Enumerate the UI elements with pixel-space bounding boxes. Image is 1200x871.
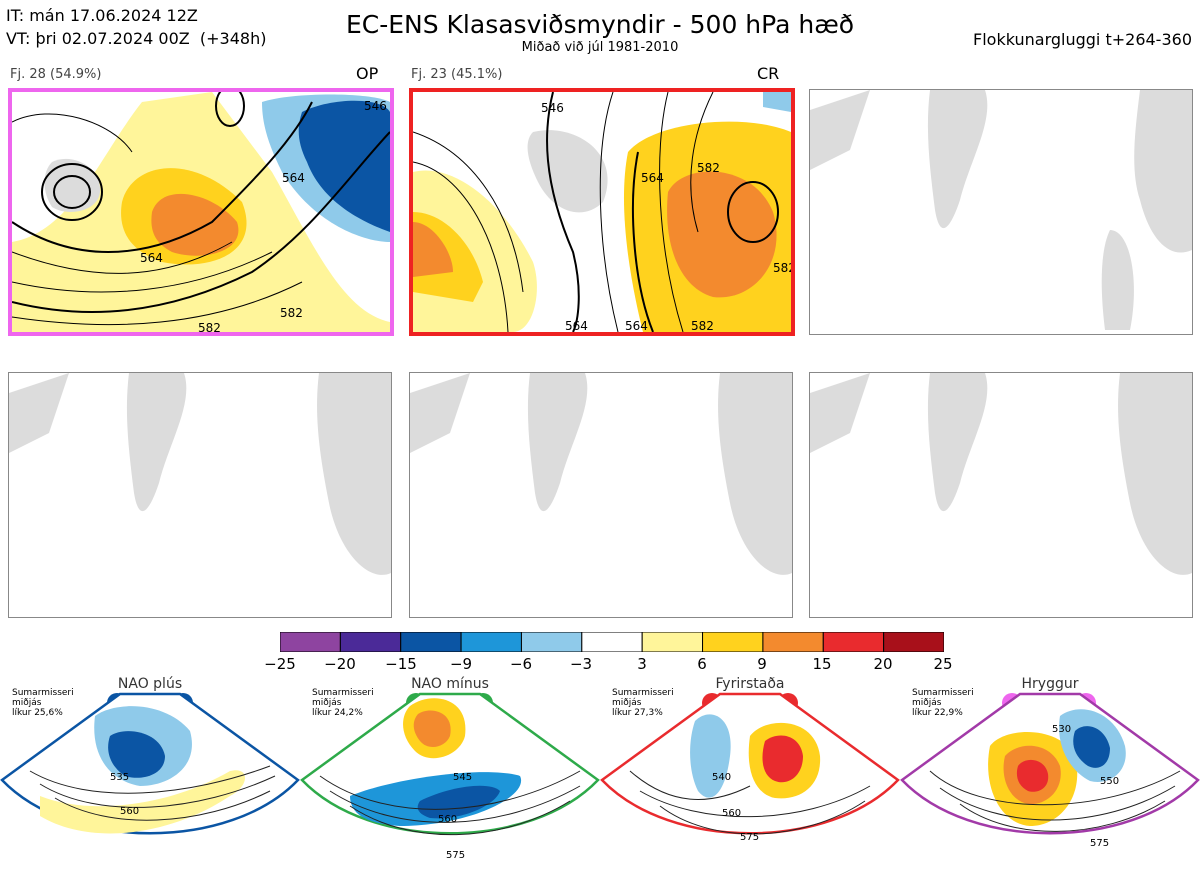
svg-text:564: 564 [565, 319, 588, 332]
cluster1-tag: OP [356, 64, 379, 83]
svg-text:564: 564 [641, 171, 664, 185]
colorbar-segment [822, 632, 885, 652]
cluster2-map: 546 564 564 564 582 582 582 [409, 88, 795, 336]
regime-name: Fyrirstaða [715, 676, 785, 692]
initial-time: IT: mán 17.06.2024 12Z [6, 6, 198, 25]
anomaly-colorbar [280, 632, 944, 652]
colorbar-tick: −3 [569, 655, 593, 673]
regime-note: Sumarmisseri miðjás líkur 25,6% [12, 688, 74, 718]
empty-map-5 [409, 372, 793, 618]
svg-text:575: 575 [740, 832, 759, 843]
colorbar-segment [460, 632, 522, 652]
regime-name: NAO plús [117, 676, 183, 692]
svg-text:564: 564 [625, 319, 648, 332]
svg-text:546: 546 [541, 101, 564, 115]
regime-ridge: 530 550 575 Hryggur Sumarmisseri miðjás líku… [900, 676, 1200, 871]
regime-name: NAO mínus [411, 676, 489, 692]
cluster2-map-svg: 546 564 564 564 582 582 582 [413, 92, 791, 332]
empty-map-6 [809, 372, 1193, 618]
cluster2-tag: CR [757, 64, 780, 83]
cluster1-contour-564: 564 [140, 251, 163, 265]
colorbar-tick: −15 [385, 655, 417, 673]
svg-text:575: 575 [1090, 838, 1109, 849]
header-times: IT: mán 17.06.2024 12Z VT: þri 02.07.202… [6, 4, 266, 50]
colorbar-segment [280, 632, 341, 652]
svg-text:582: 582 [198, 321, 221, 332]
colorbar-ticks: −25 −20 −15 −9 −6 −3 3 6 9 15 20 25 [0, 655, 1200, 675]
colorbar-segment [400, 632, 462, 652]
page-title: EC-ENS Klasasviðsmyndir - 500 hPa hæð [345, 10, 855, 39]
svg-text:582: 582 [773, 261, 791, 275]
colorbar-tick: 15 [812, 655, 832, 673]
svg-text:530: 530 [1052, 724, 1071, 735]
colorbar-tick: −6 [509, 655, 533, 673]
colorbar-tick: −9 [449, 655, 473, 673]
svg-text:535: 535 [110, 772, 129, 783]
regime-name: Hryggur [1021, 676, 1079, 692]
svg-text:582: 582 [691, 319, 714, 332]
colorbar-tick: −20 [324, 655, 356, 673]
colorbar-tick: −25 [264, 655, 296, 673]
svg-text:575: 575 [446, 850, 465, 861]
svg-text:546: 546 [364, 99, 387, 113]
colorbar-tick: 9 [757, 655, 767, 673]
svg-text:560: 560 [722, 808, 741, 819]
regime-note: Sumarmisseri miðjás líkur 27,3% [612, 688, 674, 718]
svg-text:560: 560 [120, 806, 139, 817]
valid-time: VT: þri 02.07.2024 00Z (+348h) [6, 29, 267, 48]
colorbar-tick: 6 [697, 655, 707, 673]
regime-blocking: 540 560 575 Fyrirstaða Sumarmisseri miðjás l… [600, 676, 900, 871]
empty-map-4 [8, 372, 392, 618]
colorbar-segment [883, 632, 944, 652]
cluster1-map-svg: 546 564 564 582 582 [12, 92, 390, 332]
svg-text:550: 550 [1100, 776, 1119, 787]
colorbar-segment [520, 632, 583, 652]
svg-text:560: 560 [438, 814, 457, 825]
colorbar-segment [641, 632, 704, 652]
colorbar-segment [762, 632, 824, 652]
colorbar-segment [339, 632, 402, 652]
svg-text:564: 564 [282, 171, 305, 185]
colorbar-tick: 3 [637, 655, 647, 673]
svg-text:545: 545 [453, 772, 472, 783]
svg-text:582: 582 [280, 306, 303, 320]
colorbar-segment [581, 632, 643, 652]
regime-note: Sumarmisseri miðjás líkur 22,9% [912, 688, 974, 718]
cluster1-label: Fj. 28 (54.9%) [10, 67, 102, 82]
page-subtitle: Miðað við júl 1981-2010 [521, 40, 679, 55]
colorbar-tick: 20 [873, 655, 893, 673]
colorbar-tick: 25 [933, 655, 953, 673]
cluster2-label: Fj. 23 (45.1%) [411, 67, 503, 82]
svg-text:540: 540 [712, 772, 731, 783]
classification-window: Flokkunargluggi t+264-360 [973, 30, 1192, 49]
empty-map-3 [809, 89, 1193, 335]
cluster1-map: 546 564 564 582 582 [8, 88, 394, 336]
regime-note: Sumarmisseri miðjás líkur 24,2% [312, 688, 374, 718]
regime-nao-plus: 535 560 NAO plús Sumarmisseri miðjás líkur … [0, 676, 300, 871]
colorbar-segment [702, 632, 764, 652]
regime-nao-minus: 545 560 575 NAO mínus Sumarmisseri miðjás lí… [300, 676, 600, 871]
svg-text:582: 582 [697, 161, 720, 175]
